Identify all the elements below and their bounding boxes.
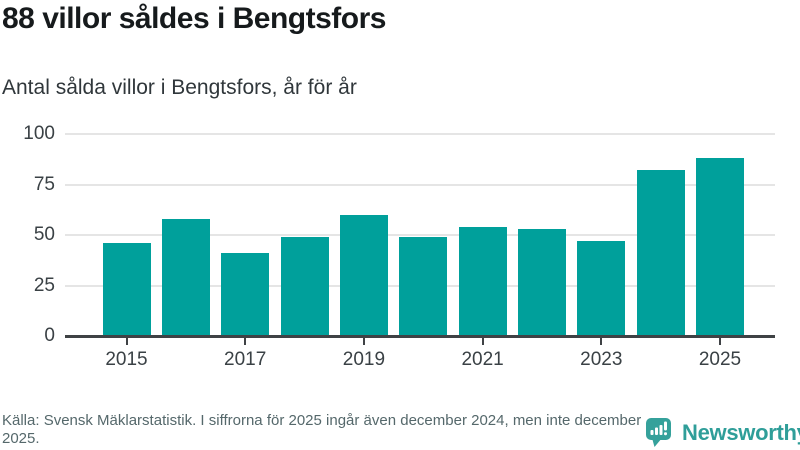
x-axis-label-2021: 2021 — [461, 349, 504, 370]
bar-chart: 0 25 50 75 100 2015 2017 2019 2021 2023 2025 — [0, 110, 800, 390]
chart-title: 88 villor såldes i Bengtsfors — [2, 2, 386, 35]
y-axis-label-100: 100 — [23, 123, 55, 144]
bar-2021 — [458, 226, 507, 336]
x-tick-2025 — [719, 338, 721, 345]
bar-2023 — [577, 241, 626, 336]
x-axis-label-2025: 2025 — [698, 349, 742, 370]
x-axis-label-2023: 2023 — [580, 349, 623, 370]
newsworthy-icon — [646, 418, 671, 447]
bar-2015 — [102, 243, 151, 336]
bar-2016 — [161, 218, 210, 336]
y-axis-label-50: 50 — [33, 224, 55, 245]
y-axis-label-25: 25 — [33, 274, 55, 296]
x-axis-label-2019: 2019 — [342, 349, 386, 370]
x-tick-2015 — [125, 338, 128, 345]
y-axis-label-0: 0 — [44, 325, 55, 346]
gridline-100 — [65, 133, 775, 135]
newsworthy-logo: Newsworthy — [645, 417, 800, 449]
bar-2022 — [517, 228, 566, 336]
x-tick-2017 — [244, 338, 247, 345]
gridline-75 — [65, 183, 775, 186]
bar-2025 — [696, 158, 744, 336]
bar-2019 — [339, 214, 388, 336]
y-axis-label-75: 75 — [33, 173, 55, 195]
gridline-50 — [65, 234, 775, 236]
bar-2020 — [399, 237, 448, 336]
bar-2017 — [221, 253, 270, 336]
source-note: Källa: Svensk Mäklarstatistik. I siffror… — [2, 412, 642, 448]
x-axis-label-2015: 2015 — [105, 349, 148, 370]
x-axis-label-2017: 2017 — [224, 349, 267, 370]
bar-2018 — [280, 237, 329, 336]
bar-2024 — [636, 170, 685, 336]
newsworthy-wordmark: Newsworthy — [682, 420, 800, 445]
chart-subtitle: Antal sålda villor i Bengtsfors, år för … — [2, 76, 357, 99]
x-tick-2021 — [481, 338, 484, 345]
x-axis-line — [65, 335, 775, 338]
x-tick-2023 — [600, 338, 603, 345]
x-tick-2019 — [362, 338, 365, 345]
